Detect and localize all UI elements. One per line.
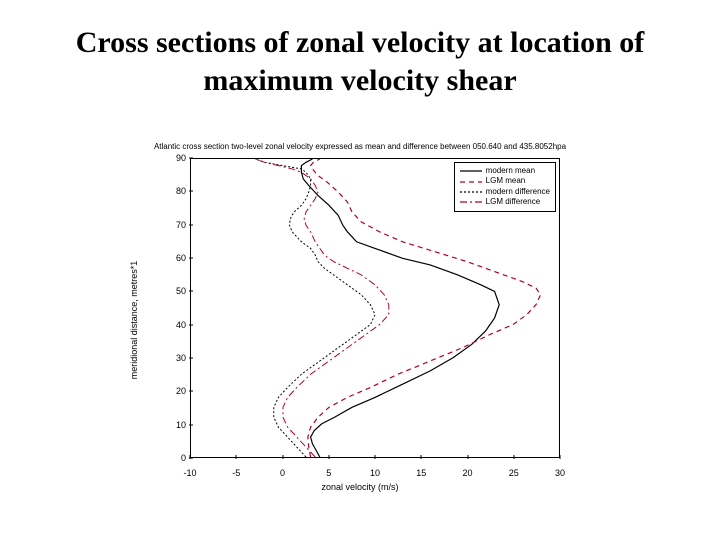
y-tick-label: 70 <box>160 220 186 230</box>
x-tick-label: 15 <box>406 468 436 478</box>
chart-title: Atlantic cross section two-level zonal v… <box>140 142 580 151</box>
y-tick-mark <box>189 224 193 225</box>
x-tick-label: 20 <box>453 468 483 478</box>
y-tick-label: 40 <box>160 320 186 330</box>
y-tick-label: 10 <box>160 420 186 430</box>
y-tick-mark <box>189 358 193 359</box>
x-tick-label: -10 <box>175 468 205 478</box>
y-tick-mark <box>189 258 193 259</box>
x-tick-mark <box>421 455 422 459</box>
x-tick-mark <box>328 455 329 459</box>
legend: modern meanLGM meanmodern differenceLGM … <box>454 162 556 212</box>
y-tick-label: 20 <box>160 386 186 396</box>
x-tick-mark <box>190 455 191 459</box>
legend-swatch <box>460 167 482 175</box>
legend-label: LGM mean <box>486 176 526 186</box>
x-axis-label: zonal velocity (m/s) <box>321 482 398 492</box>
y-tick-mark <box>189 191 193 192</box>
legend-label: modern difference <box>486 187 550 197</box>
legend-row: LGM difference <box>460 197 550 207</box>
y-tick-label: 60 <box>160 253 186 263</box>
legend-swatch <box>460 188 482 196</box>
x-tick-label: 0 <box>268 468 298 478</box>
x-tick-label: 30 <box>545 468 575 478</box>
legend-row: modern difference <box>460 187 550 197</box>
y-tick-mark <box>189 424 193 425</box>
x-tick-mark <box>236 455 237 459</box>
legend-label: modern mean <box>486 166 535 176</box>
y-tick-label: 90 <box>160 153 186 163</box>
x-tick-mark <box>513 455 514 459</box>
y-axis-label: meridional distance, metres*1 <box>129 261 139 380</box>
x-tick-label: 5 <box>314 468 344 478</box>
x-tick-mark <box>375 455 376 459</box>
x-tick-mark <box>560 455 561 459</box>
legend-row: LGM mean <box>460 176 550 186</box>
legend-row: modern mean <box>460 166 550 176</box>
y-tick-mark <box>189 324 193 325</box>
y-tick-label: 0 <box>160 453 186 463</box>
y-tick-label: 30 <box>160 353 186 363</box>
series-modern-difference <box>255 159 375 457</box>
legend-label: LGM difference <box>486 197 541 207</box>
x-tick-label: 10 <box>360 468 390 478</box>
figure-container: Atlantic cross section two-level zonal v… <box>140 140 580 500</box>
y-tick-label: 80 <box>160 186 186 196</box>
y-tick-mark <box>189 391 193 392</box>
legend-swatch <box>460 178 482 186</box>
y-tick-label: 50 <box>160 286 186 296</box>
x-tick-mark <box>282 455 283 459</box>
legend-swatch <box>460 198 482 206</box>
x-tick-label: -5 <box>221 468 251 478</box>
x-tick-mark <box>467 455 468 459</box>
slide-title: Cross sections of zonal velocity at loca… <box>40 24 680 99</box>
y-tick-mark <box>189 158 193 159</box>
x-tick-label: 25 <box>499 468 529 478</box>
y-tick-mark <box>189 291 193 292</box>
series-LGM-difference <box>255 159 388 457</box>
